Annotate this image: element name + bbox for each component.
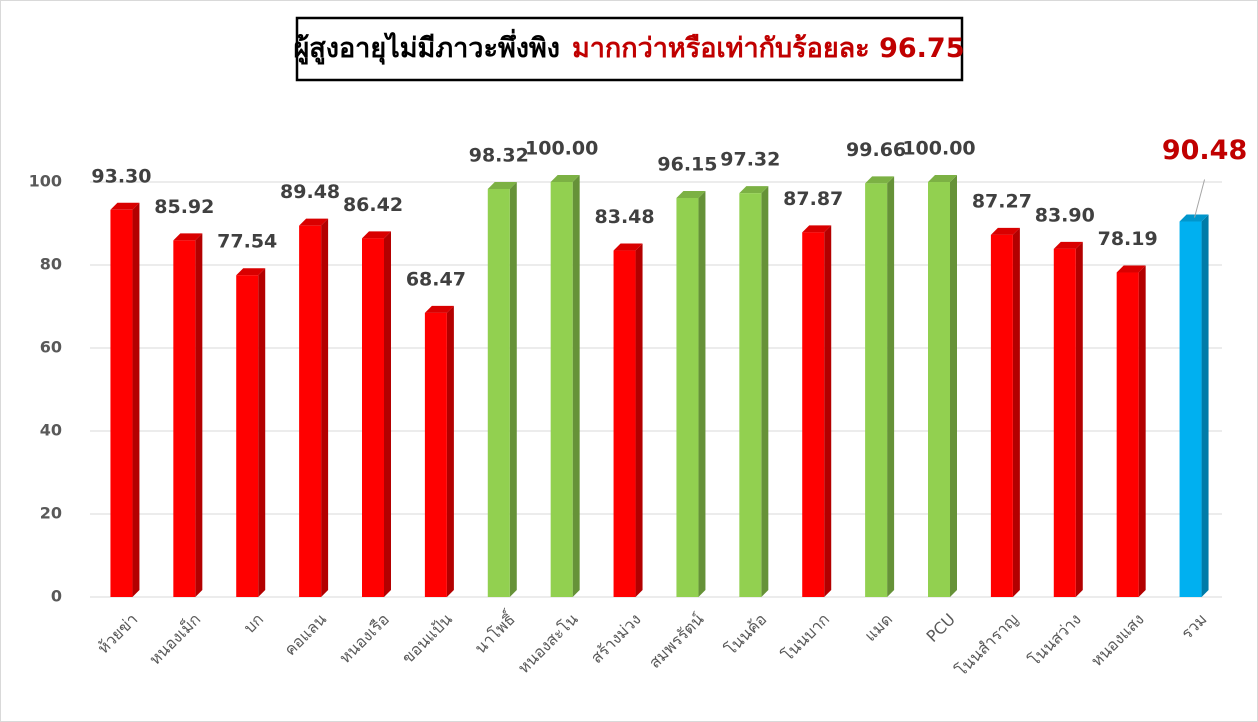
leader-line bbox=[1194, 179, 1206, 218]
chart-title: ผู้สูงอายุไม่มีภาวะพึ่งพิง bbox=[293, 28, 559, 65]
chart-title-highlight: มากกว่าหรือเท่ากับร้อยละ 96.75 bbox=[572, 33, 965, 64]
bar-side bbox=[384, 231, 391, 597]
chart-title-group: ผู้สูงอายุไม่มีภาวะพึ่งพิง มากกว่าหรือเท่… bbox=[293, 28, 964, 65]
bar bbox=[424, 312, 447, 597]
bar-side bbox=[1138, 265, 1146, 597]
y-tick-label: 100 bbox=[29, 172, 62, 191]
bar-top bbox=[1179, 214, 1209, 222]
bar bbox=[990, 234, 1013, 597]
value-label: 68.47 bbox=[406, 268, 466, 290]
bar-top bbox=[1116, 265, 1146, 273]
bar-side bbox=[698, 190, 706, 598]
bar-side bbox=[1201, 214, 1209, 597]
bar-side bbox=[446, 305, 454, 597]
bar-top bbox=[236, 268, 266, 276]
value-label: 83.48 bbox=[595, 206, 655, 228]
value-label: 77.54 bbox=[217, 231, 277, 253]
bar-side bbox=[509, 181, 517, 598]
value-label: 100.00 bbox=[525, 138, 598, 160]
title-box bbox=[295, 16, 964, 82]
bar-side bbox=[635, 243, 643, 598]
bar bbox=[865, 183, 888, 597]
y-tick-label: 60 bbox=[40, 338, 62, 357]
bar bbox=[487, 188, 510, 598]
bar bbox=[550, 182, 573, 597]
bar bbox=[1179, 221, 1202, 597]
bar bbox=[739, 193, 762, 597]
value-label: 89.48 bbox=[280, 181, 340, 203]
value-label: 97.32 bbox=[720, 149, 780, 171]
bar-top bbox=[362, 231, 391, 239]
value-label: 90.48 bbox=[1162, 135, 1247, 166]
bar bbox=[928, 182, 950, 597]
bar-side bbox=[950, 175, 957, 597]
bar-top bbox=[173, 233, 203, 241]
bar-top bbox=[550, 175, 580, 182]
bar-top bbox=[928, 175, 957, 182]
bar-side bbox=[321, 218, 329, 597]
bar-top bbox=[299, 218, 329, 226]
bar bbox=[173, 240, 196, 597]
value-label: 85.92 bbox=[154, 196, 214, 218]
bar bbox=[613, 250, 636, 598]
bar-side bbox=[761, 186, 769, 597]
value-label: 100.00 bbox=[902, 138, 975, 160]
bar bbox=[299, 225, 322, 597]
bar-top bbox=[1053, 241, 1083, 249]
value-label: 87.27 bbox=[972, 190, 1032, 212]
bar bbox=[676, 197, 699, 598]
bar-top bbox=[990, 227, 1020, 235]
bar-side bbox=[824, 225, 832, 598]
bar-side bbox=[195, 233, 203, 597]
value-label: 93.30 bbox=[91, 165, 151, 187]
y-tick-label: 80 bbox=[40, 255, 62, 274]
bar-top bbox=[865, 176, 895, 184]
bar bbox=[802, 232, 825, 598]
bar-top bbox=[676, 190, 706, 198]
bar-top bbox=[802, 225, 832, 233]
y-tick-label: 40 bbox=[40, 421, 62, 440]
value-label: 87.87 bbox=[783, 188, 843, 210]
bar bbox=[362, 238, 384, 597]
bar bbox=[236, 275, 259, 597]
bar-side bbox=[1012, 227, 1020, 597]
bar-side bbox=[887, 176, 895, 597]
bar bbox=[110, 209, 133, 597]
value-label: 78.19 bbox=[1098, 228, 1158, 250]
bar-top bbox=[110, 202, 140, 210]
bar-side bbox=[132, 202, 140, 597]
bar-side bbox=[258, 268, 266, 597]
bar-top bbox=[424, 305, 454, 313]
bar-top bbox=[613, 243, 643, 251]
bar-top bbox=[487, 181, 517, 189]
value-label: 98.32 bbox=[469, 144, 529, 166]
bar-side bbox=[572, 175, 580, 597]
y-tick-label: 20 bbox=[40, 504, 62, 523]
value-label: 99.66 bbox=[846, 139, 906, 161]
value-label: 83.90 bbox=[1035, 204, 1095, 226]
bar bbox=[1116, 272, 1139, 597]
bar-top bbox=[739, 186, 769, 194]
bar bbox=[1053, 248, 1076, 597]
y-tick-label: 0 bbox=[51, 587, 62, 606]
value-label: 96.15 bbox=[657, 153, 717, 175]
bar-side bbox=[1075, 241, 1083, 597]
value-label: 86.42 bbox=[343, 194, 403, 216]
